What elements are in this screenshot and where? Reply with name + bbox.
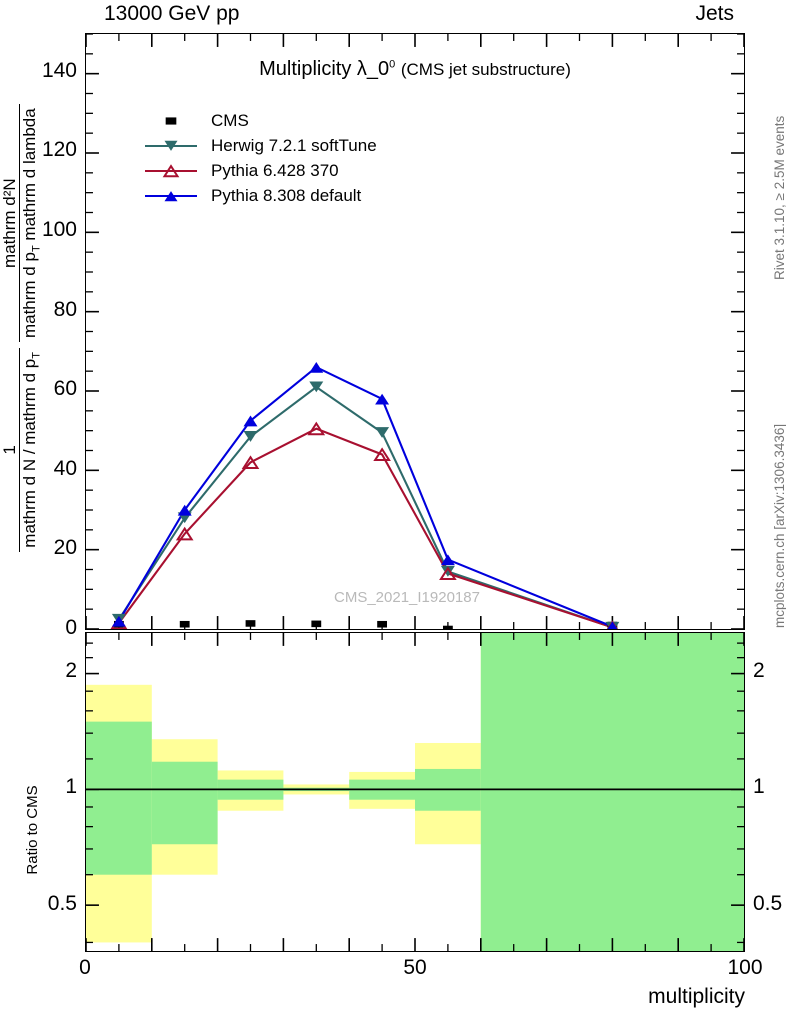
x-tick-label: 100 (727, 956, 763, 979)
main-y-tick-label: 40 (53, 456, 77, 480)
ratio-inner-band (86, 721, 152, 875)
main-y-tick-label: 120 (41, 138, 77, 162)
ratio-inner-band (480, 633, 744, 951)
legend-item[interactable]: Pythia 6.428 370 (143, 158, 377, 183)
ratio-y-tick-label-left: 2 (65, 658, 77, 682)
legend-item-label: Herwig 7.2.1 softTune (211, 135, 377, 155)
x-tick-label: 50 (403, 956, 427, 979)
main-plot-canvas (86, 34, 744, 629)
ratio-plot-panel (85, 632, 745, 952)
legend-key-triangle-down-icon (143, 136, 199, 156)
main-y-tick-label: 140 (41, 58, 77, 82)
main-y-tick-label: 100 (41, 218, 77, 241)
legend-key-triangle-up-icon (143, 186, 199, 206)
main-y-tick-label: 60 (53, 377, 77, 401)
legend-item-label: Pythia 6.428 370 (211, 160, 339, 180)
legend-item-label: CMS (211, 110, 249, 130)
ratio-y-tick-label-left: 1 (65, 775, 77, 799)
ratio-plot-canvas (86, 633, 744, 951)
main-y-tick-label: 80 (53, 297, 77, 321)
x-axis-label: multiplicity (648, 985, 745, 1008)
legend: CMS Herwig 7.2.1 softTune Pythia 6.428 370… (143, 108, 377, 208)
main-plot-panel (85, 33, 745, 630)
mcplots-source-caption: mcplots.cern.ch [arXiv:1306.3436] (772, 423, 786, 628)
legend-key-square-icon (143, 111, 199, 131)
ratio-y-tick-label-right: 2 (753, 658, 765, 682)
plot-title: Multiplicity λ_00 (CMS jet substructure) (259, 58, 571, 80)
legend-item[interactable]: CMS (143, 108, 377, 133)
header-category-label: Jets (695, 2, 734, 25)
analysis-id-watermark: CMS_2021_I1920187 (334, 589, 480, 606)
main-y-tick-label: 0 (65, 616, 77, 639)
legend-key-triangle-up-open-icon (143, 161, 199, 181)
ratio-y-tick-label-right: 1 (753, 775, 765, 799)
legend-item-label: Pythia 8.308 default (211, 185, 362, 205)
ratio-y-tick-label-left: 0.5 (47, 891, 77, 915)
legend-item[interactable]: Herwig 7.2.1 softTune (143, 133, 377, 158)
ratio-y-tick-label-right: 0.5 (753, 891, 783, 915)
x-tick-label: 0 (79, 956, 91, 979)
legend-item[interactable]: Pythia 8.308 default (143, 183, 377, 208)
ratio-inner-band (151, 761, 218, 845)
main-y-tick-label: 20 (53, 536, 77, 560)
header-beam-label: 13000 GeV pp (104, 2, 240, 25)
rivet-version-caption: Rivet 3.1.10, ≥ 2.5M events (772, 115, 786, 280)
